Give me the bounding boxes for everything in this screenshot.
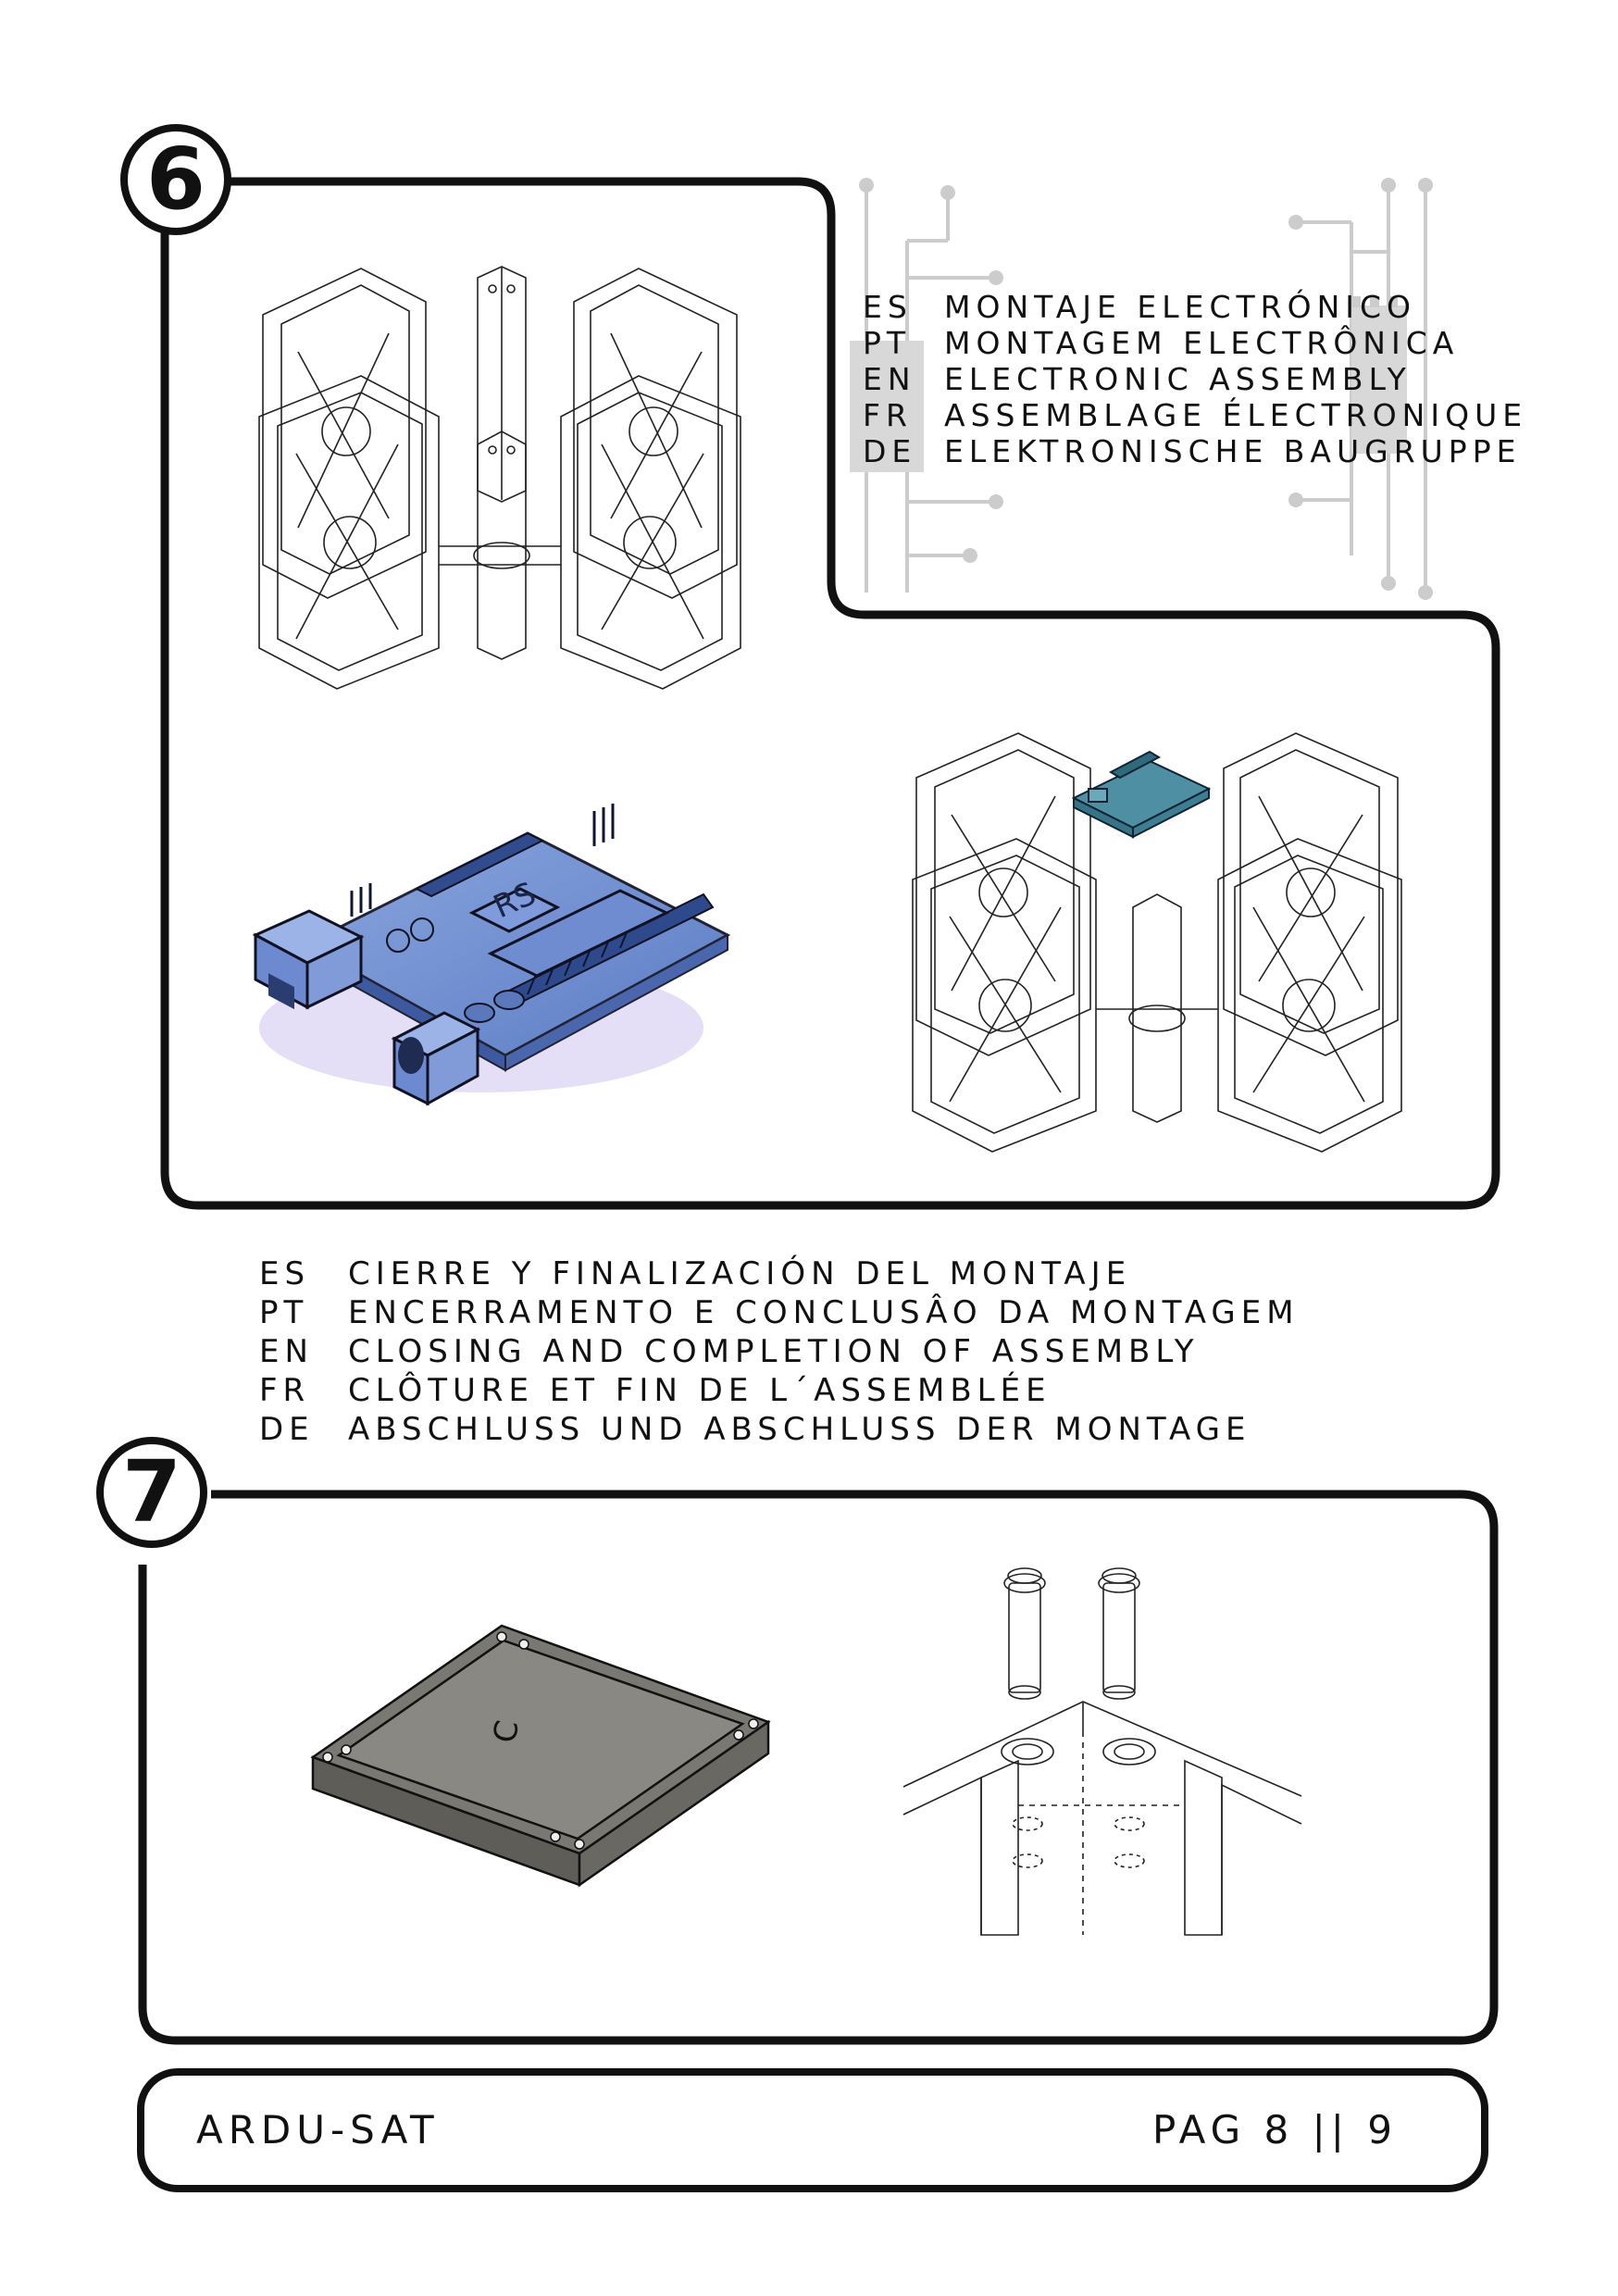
step6-frame bbox=[160, 177, 1500, 1210]
page-number: PAG 8 || 9 bbox=[1152, 2107, 1398, 2152]
step6-number-badge: 6 bbox=[120, 124, 231, 235]
page-footer: ARDU-SAT PAG 8 || 9 bbox=[137, 2068, 1488, 2192]
lang-text: ASSEMBLAGE ÉLECTRONIQUE bbox=[944, 397, 1528, 433]
translation-row: FR ASSEMBLAGE ÉLECTRONIQUE bbox=[863, 397, 1527, 433]
step7-title-translations: ES CIERRE Y FINALIZACIÓN DEL MONTAJE PT EN… bbox=[259, 1254, 1300, 1449]
lang-text: ABSCHLUSS UND ABSCHLUSS DER MONTAGE bbox=[348, 1411, 1251, 1448]
lang-code: ES bbox=[259, 1255, 311, 1292]
lang-text: CLOSING AND COMPLETION OF ASSEMBLY bbox=[348, 1333, 1200, 1370]
lang-code: PT bbox=[863, 325, 912, 361]
lang-code: PT bbox=[259, 1294, 309, 1331]
step7-number-badge: 7 bbox=[96, 1437, 207, 1548]
lang-code: ES bbox=[863, 289, 913, 325]
arduino-board-illustration: RS bbox=[252, 804, 731, 1106]
translation-row: ES MONTAJE ELECTRÓNICO bbox=[863, 289, 1527, 325]
lang-text: ENCERRAMENTO E CONCLUSÂO DA MONTAGEM bbox=[348, 1294, 1300, 1331]
lang-text: ELECTRONIC ASSEMBLY bbox=[944, 361, 1412, 397]
lang-code: FR bbox=[863, 397, 913, 433]
step6-title-translations: ES MONTAJE ELECTRÓNICO PT MONTAGEM ELECTRÔ… bbox=[863, 289, 1527, 469]
translation-row: EN ELECTRONIC ASSEMBLY bbox=[863, 361, 1527, 397]
open-frame-structure-illustration bbox=[258, 266, 741, 690]
lang-code: FR bbox=[259, 1372, 311, 1409]
translation-row: DE ELEKTRONISCHE BAUGRUPPE bbox=[863, 433, 1527, 469]
circuit-decoration bbox=[850, 178, 1433, 600]
lang-text: ELEKTRONISCHE BAUGRUPPE bbox=[944, 433, 1522, 469]
lang-text: MONTAJE ELECTRÓNICO bbox=[944, 289, 1416, 325]
translation-row: ES CIERRE Y FINALIZACIÓN DEL MONTAJE bbox=[259, 1254, 1300, 1293]
translation-row: EN CLOSING AND COMPLETION OF ASSEMBLY bbox=[259, 1332, 1300, 1371]
translation-row: DE ABSCHLUSS UND ABSCHLUSS DER MONTAGE bbox=[259, 1410, 1300, 1449]
lang-code: EN bbox=[863, 361, 916, 397]
lang-code: EN bbox=[259, 1333, 314, 1370]
lang-code: DE bbox=[259, 1411, 315, 1448]
step7-frame bbox=[138, 1490, 1499, 2045]
lang-text: CIERRE Y FINALIZACIÓN DEL MONTAJE bbox=[348, 1255, 1132, 1292]
cover-plate-illustration: C bbox=[310, 1624, 771, 1888]
document-title: ARDU-SAT bbox=[196, 2107, 440, 2152]
translation-row: FR CLÔTURE ET FIN DE L´ASSEMBLÉE bbox=[259, 1371, 1300, 1410]
step6-number: 6 bbox=[145, 130, 205, 229]
lang-text: CLÔTURE ET FIN DE L´ASSEMBLÉE bbox=[348, 1372, 1052, 1409]
lang-code: DE bbox=[863, 433, 917, 469]
translation-row: PT MONTAGEM ELECTRÔNICA bbox=[863, 325, 1527, 361]
corner-pins-illustration bbox=[902, 1567, 1302, 1936]
step7-number: 7 bbox=[121, 1442, 181, 1541]
lang-text: MONTAGEM ELECTRÔNICA bbox=[944, 325, 1460, 361]
translation-row: PT ENCERRAMENTO E CONCLUSÂO DA MONTAGEM bbox=[259, 1293, 1300, 1332]
assembled-structure-illustration bbox=[912, 732, 1402, 1153]
